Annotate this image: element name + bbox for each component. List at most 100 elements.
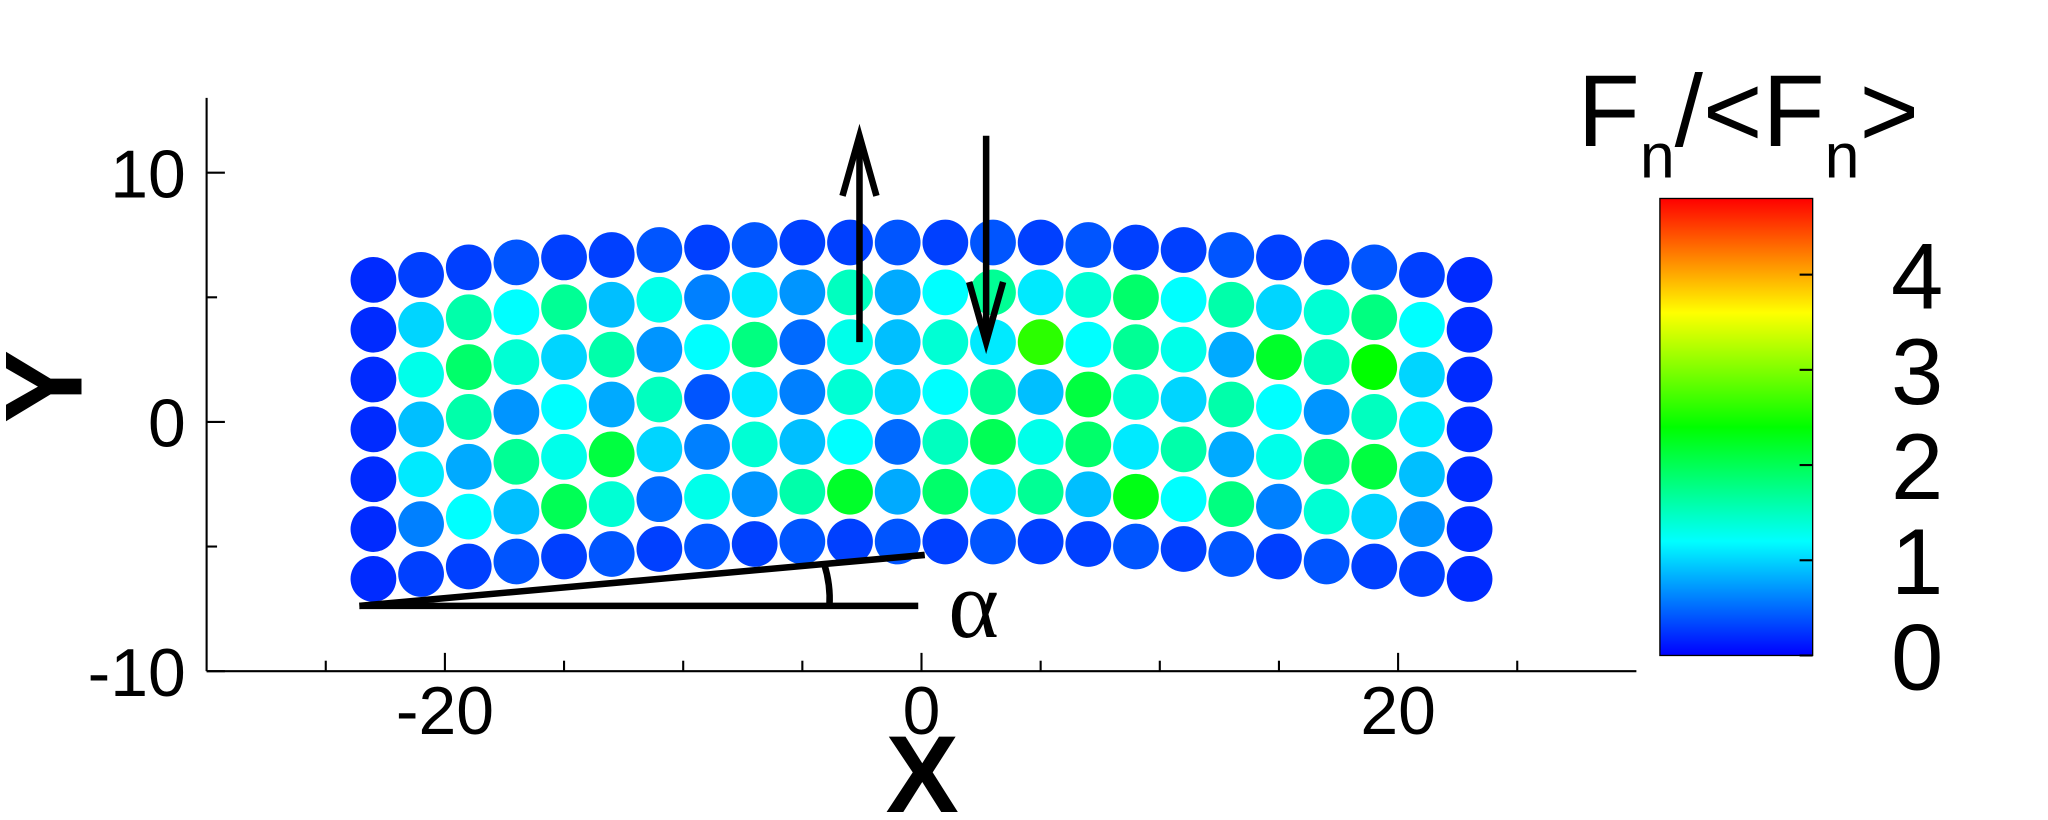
particle [588, 232, 635, 278]
particle [541, 433, 587, 480]
particle [779, 219, 826, 266]
particle [636, 426, 683, 473]
annotation-alpha: α [948, 551, 999, 658]
particle [398, 301, 444, 348]
particle [827, 219, 873, 266]
particle [874, 468, 921, 515]
particle [1208, 232, 1255, 278]
particle [493, 389, 540, 435]
particle [1113, 274, 1159, 321]
particle [1208, 331, 1255, 378]
particle [827, 518, 873, 565]
particle [970, 418, 1016, 465]
particle [1256, 483, 1302, 530]
y-axis-title: Y [0, 350, 105, 423]
particle [541, 483, 587, 530]
particle [922, 418, 969, 465]
particle [1399, 551, 1445, 597]
particle [922, 319, 969, 366]
colorbar-tick-label: 2 [1891, 414, 1943, 519]
particle [1017, 269, 1064, 316]
particle [398, 551, 444, 597]
particle [731, 321, 778, 368]
particle [1446, 306, 1493, 353]
particle [874, 269, 921, 316]
particle [1303, 339, 1350, 385]
particle [588, 431, 635, 478]
particle [493, 538, 540, 585]
particle [493, 239, 540, 286]
particle [1017, 418, 1064, 465]
particle [827, 269, 873, 316]
particle [779, 269, 826, 316]
x-axis-title: X [886, 714, 959, 820]
x-tick-label: -20 [396, 674, 494, 749]
subscript: n [1825, 122, 1860, 192]
particle [350, 406, 397, 453]
particle [1399, 401, 1445, 448]
particle [493, 289, 540, 336]
particle [827, 418, 873, 465]
particle [731, 222, 778, 268]
particle [1065, 222, 1112, 268]
particle [1351, 344, 1398, 390]
particle [1256, 533, 1302, 580]
y-tick-label: -10 [88, 636, 186, 711]
particle [1208, 431, 1255, 478]
particle [350, 306, 397, 353]
particle [493, 438, 540, 485]
x-tick-label: 20 [1360, 674, 1436, 749]
particle [827, 369, 873, 415]
title-part: /<F [1675, 54, 1825, 168]
particle [588, 331, 635, 378]
particle [1446, 456, 1493, 503]
particle [1065, 521, 1112, 567]
particle [1160, 526, 1207, 572]
y-tick-label: 0 [148, 387, 186, 462]
particle [874, 319, 921, 366]
particle [731, 421, 778, 468]
particle [636, 276, 683, 323]
particle [779, 319, 826, 366]
particle [445, 294, 492, 341]
particle [398, 401, 444, 448]
particle [684, 324, 730, 371]
particle [541, 384, 587, 430]
particle [684, 423, 730, 470]
particle [1303, 438, 1350, 485]
particle [684, 274, 730, 321]
particle [588, 481, 635, 528]
up-arrow-head [839, 123, 880, 197]
particle [731, 371, 778, 418]
particle [445, 344, 492, 390]
particle [1256, 334, 1302, 380]
particle [1065, 271, 1112, 318]
particle [731, 471, 778, 518]
colorbar-tick-label: 0 [1891, 604, 1943, 709]
particle [874, 369, 921, 415]
particle [398, 501, 444, 547]
particle [1399, 351, 1445, 398]
particle [922, 369, 969, 415]
particle [445, 244, 492, 291]
particle [779, 468, 826, 515]
particle [350, 256, 397, 303]
particle [350, 506, 397, 552]
particle [588, 531, 635, 577]
particle [684, 374, 730, 420]
particle [1446, 506, 1493, 552]
particle [1399, 301, 1445, 348]
particle [398, 252, 444, 298]
particle [970, 269, 1016, 316]
particle [1160, 476, 1207, 523]
particle [1351, 394, 1398, 440]
particle [1399, 451, 1445, 498]
particle [1017, 219, 1064, 266]
particle [1351, 443, 1398, 490]
particles [350, 219, 1493, 602]
title-part: F [1578, 54, 1640, 168]
particle [1446, 356, 1493, 403]
slope-line [359, 551, 926, 610]
